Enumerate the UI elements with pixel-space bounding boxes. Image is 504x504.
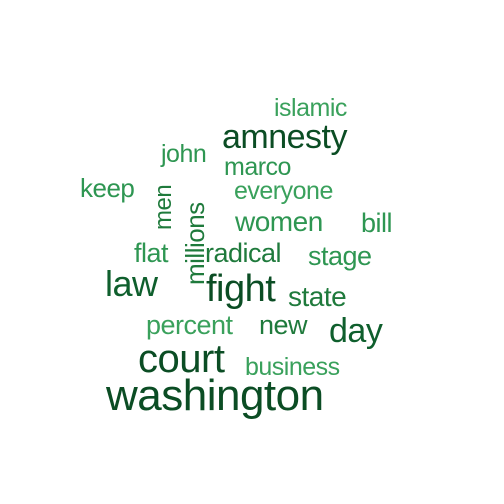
word-stage: stage	[308, 241, 372, 271]
word-keep: keep	[80, 173, 135, 203]
word-women: women	[235, 206, 323, 237]
word-fight: fight	[206, 268, 276, 310]
word-flat: flat	[134, 238, 169, 268]
word-john: john	[161, 140, 207, 168]
word-day: day	[329, 312, 383, 350]
word-amnesty: amnesty	[222, 118, 348, 156]
word-washington: washington	[106, 371, 324, 420]
word-bill: bill	[361, 208, 393, 238]
word-new: new	[259, 310, 308, 340]
word-radical: radical	[205, 238, 282, 268]
word-percent: percent	[146, 310, 233, 340]
word-state: state	[288, 281, 347, 312]
word-business: business	[245, 353, 340, 381]
word-law: law	[105, 263, 158, 304]
word-men: men	[150, 184, 177, 230]
word-everyone: everyone	[234, 177, 333, 205]
word-marco: marco	[224, 153, 291, 181]
word-court: court	[138, 337, 225, 381]
word-islamic: islamic	[274, 94, 347, 122]
